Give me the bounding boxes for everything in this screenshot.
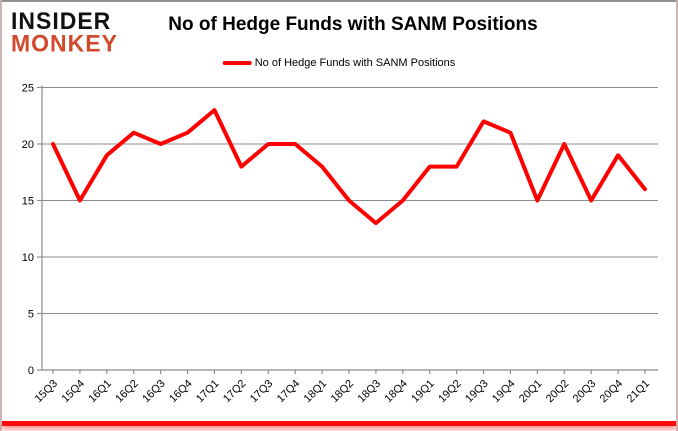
x-axis-tick-label: 19Q1 [409, 378, 437, 406]
x-axis-tick-label: 18Q1 [302, 378, 330, 406]
x-axis-tick-label: 20Q3 [571, 378, 599, 406]
logo-line2: MONKEY [11, 29, 118, 57]
insider-monkey-logo: INSIDER MONKEY [11, 6, 118, 57]
x-axis-tick-label: 16Q4 [167, 378, 195, 406]
y-axis-tick-label: 15 [22, 196, 34, 208]
x-axis-tick-label: 20Q2 [544, 378, 572, 406]
x-axis-tick-label: 17Q4 [275, 378, 303, 406]
x-axis-tick-label: 17Q3 [248, 378, 276, 406]
x-axis-tick-label: 19Q3 [463, 378, 491, 406]
bottom-accent-bar [2, 421, 676, 426]
x-axis-tick-label: 18Q4 [382, 378, 410, 406]
y-axis-tick-label: 10 [22, 252, 34, 264]
x-axis-tick-label: 15Q3 [33, 378, 61, 406]
logo-line1: INSIDER [11, 6, 112, 34]
y-axis-tick-label: 5 [28, 309, 34, 321]
x-axis-tick-label: 19Q4 [490, 378, 518, 406]
x-axis-tick-label: 18Q2 [329, 378, 357, 406]
legend-line-swatch [222, 61, 252, 65]
x-axis-tick-label: 20Q1 [517, 378, 545, 406]
x-axis-tick-label: 17Q1 [194, 378, 222, 406]
x-axis-tick-label: 19Q2 [436, 378, 464, 406]
y-axis-tick-label: 25 [22, 83, 34, 95]
x-axis-tick-label: 20Q4 [598, 378, 626, 406]
x-axis-tick-label: 18Q3 [356, 378, 384, 406]
x-axis-tick-label: 16Q1 [86, 378, 114, 406]
card-border-left [0, 0, 2, 431]
x-axis-tick-label: 17Q2 [221, 378, 249, 406]
card-border-top [0, 0, 678, 2]
card-border-right [676, 0, 678, 431]
chart-title: No of Hedge Funds with SANM Positions [168, 14, 538, 35]
chart-legend: No of Hedge Funds with SANM Positions [222, 57, 456, 69]
x-axis-tick-label: 16Q3 [140, 378, 168, 406]
legend-label: No of Hedge Funds with SANM Positions [254, 57, 456, 69]
series-line [51, 108, 647, 226]
y-axis-tick-label: 0 [28, 365, 34, 377]
y-axis-tick-label: 20 [22, 139, 34, 151]
x-axis-tick-label: 16Q2 [113, 378, 141, 406]
x-axis-tick-label: 15Q4 [60, 378, 88, 406]
x-axis-tick-label: 21Q1 [625, 378, 653, 406]
